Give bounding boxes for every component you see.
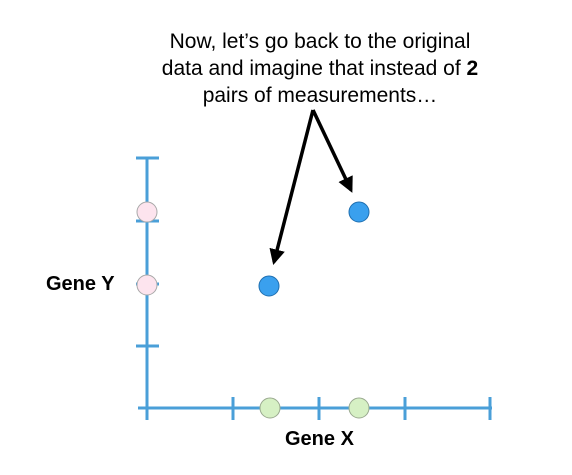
- annotation-line-1: Now, let’s go back to the original: [130, 28, 510, 55]
- annotation-line-2-text: data and imagine that instead of: [162, 57, 467, 80]
- y-projection-point: [137, 275, 157, 295]
- x-projection-point: [349, 398, 369, 418]
- y-axis-label: Gene Y: [46, 273, 115, 296]
- x-axis: [138, 397, 492, 420]
- arrow-to-upper-point: [313, 110, 351, 190]
- annotation-text: Now, let’s go back to the original data …: [130, 28, 510, 109]
- data-point: [259, 276, 279, 296]
- arrow-to-lower-point: [274, 110, 313, 262]
- y-projection-point: [137, 202, 157, 222]
- annotation-line-2: data and imagine that instead of 2: [130, 55, 510, 82]
- data-point: [349, 202, 369, 222]
- annotation-bold-number: 2: [467, 57, 479, 80]
- x-axis-label: Gene X: [285, 428, 354, 451]
- annotation-arrows: [274, 110, 351, 262]
- x-projection-point: [260, 398, 280, 418]
- annotation-line-3: pairs of measurements…: [130, 82, 510, 109]
